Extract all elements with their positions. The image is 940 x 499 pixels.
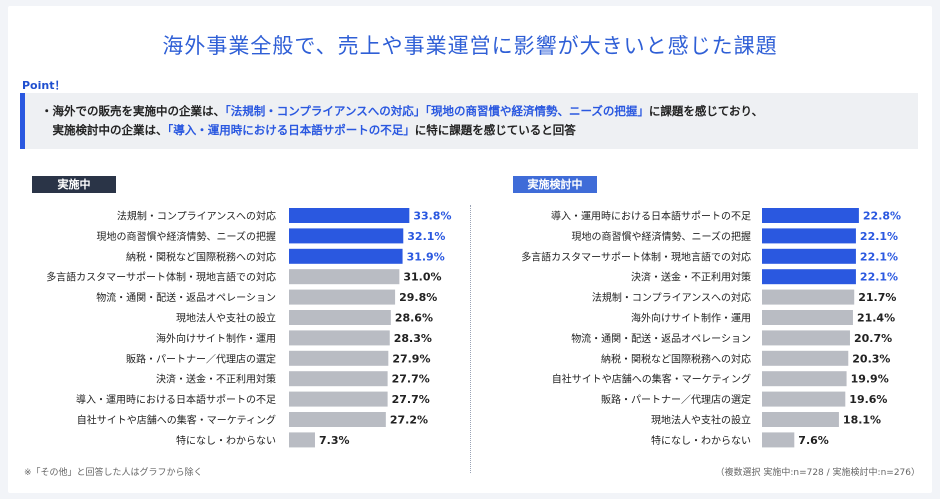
point-label: Point！ — [22, 79, 66, 92]
category-label: 海外向けサイト制作・運用 — [631, 312, 751, 325]
bar — [762, 289, 855, 305]
point-line-2-a: 実施検討中の企業は、 — [41, 123, 168, 137]
bar — [289, 350, 389, 366]
panel-divider — [470, 205, 471, 473]
category-label: 現地の商習慣や経済情勢、ニーズの把握 — [97, 230, 277, 243]
value-label: 22.1% — [860, 250, 898, 263]
value-label: 28.6% — [395, 312, 433, 325]
bar — [762, 432, 795, 448]
value-label: 27.2% — [390, 414, 428, 427]
chart-implementing-svg: 法規制・コンプライアンスへの対応 33.8% 現地の商習慣や経済情勢、ニーズの把握 3… — [46, 208, 451, 448]
bar — [289, 412, 386, 427]
category-label: 自社サイトや店舗への集客・マーケティング — [77, 414, 276, 427]
value-label: 22.1% — [860, 271, 898, 284]
category-label: 物流・通関・配送・返品オペレーション — [96, 291, 276, 304]
bar — [289, 289, 396, 305]
page-title: 海外事業全般で、売上や事業運営に影響が大きいと感じた課題 — [162, 34, 778, 58]
bar — [762, 371, 847, 387]
bar — [289, 432, 315, 448]
value-label: 31.9% — [407, 250, 445, 263]
bar — [289, 208, 410, 223]
value-label: 18.1% — [843, 414, 881, 427]
category-label: 多言語カスタマーサポート体制・現地言語での対応 — [521, 250, 751, 263]
bar — [762, 330, 850, 346]
category-label: 自社サイトや店舗への集客・マーケティング — [552, 373, 751, 386]
point-line-2: 実施検討中の企業は、「導入・運用時における日本語サポートの不足」に特に課題を感じ… — [41, 121, 918, 140]
category-label: 現地法人や支社の設立 — [176, 312, 276, 325]
value-label: 21.7% — [858, 291, 896, 304]
value-label: 28.3% — [394, 332, 432, 345]
value-label: 20.3% — [852, 352, 890, 365]
bar — [289, 330, 390, 346]
category-label: 海外向けサイト制作・運用 — [156, 332, 276, 345]
category-label: 特になし・わからない — [651, 435, 751, 447]
chart-implementing: 法規制・コンプライアンスへの対応 33.8% 現地の商習慣や経済情勢、ニーズの把握 3… — [20, 200, 460, 460]
category-label: 特になし・わからない — [176, 435, 276, 447]
value-label: 32.1% — [407, 230, 445, 243]
category-label: 販路・パートナー／代理店の選定 — [601, 393, 751, 406]
bar — [762, 350, 849, 366]
bar — [762, 208, 859, 223]
bar — [762, 269, 856, 285]
value-label: 31.0% — [403, 271, 441, 284]
bar — [289, 269, 400, 285]
category-label: 納税・関税など国際税務への対応 — [601, 352, 751, 365]
category-label: 多言語カスタマーサポート体制・現地言語での対応 — [46, 271, 276, 284]
category-label: 決済・送金・不正利用対策 — [156, 373, 276, 386]
bar — [762, 391, 846, 407]
value-label: 19.9% — [851, 373, 889, 386]
category-label: 導入・運用時における日本語サポートの不足 — [551, 210, 751, 223]
value-label: 7.3% — [319, 434, 350, 447]
panel-header-considering: 実施検討中 — [513, 176, 597, 193]
category-label: 決済・送金・不正利用対策 — [631, 271, 751, 284]
category-label: 法規制・コンプライアンスへの対応 — [592, 291, 751, 304]
bar — [762, 310, 853, 325]
bar — [762, 412, 839, 427]
category-label: 現地の商習慣や経済情勢、ニーズの把握 — [572, 230, 752, 243]
point-line-2-c: に特に課題を感じていると回答 — [414, 123, 576, 137]
value-label: 27.7% — [392, 373, 430, 386]
value-label: 29.8% — [399, 291, 437, 304]
value-label: 20.7% — [854, 332, 892, 345]
bar — [289, 310, 391, 325]
value-label: 33.8% — [413, 210, 451, 223]
value-label: 27.7% — [392, 393, 430, 406]
point-line-1-highlight: 「法規制・コンプライアンスへの対応」「現地の商習慣や経済情勢、ニーズの把握」 — [225, 104, 649, 118]
value-label: 21.4% — [857, 312, 895, 325]
category-label: 現地法人や支社の設立 — [651, 414, 751, 427]
point-line-1-c: に課題を感じており、 — [648, 104, 764, 118]
value-label: 22.8% — [863, 210, 901, 223]
point-summary-box: ・海外での販売を実施中の企業は、「法規制・コンプライアンスへの対応」「現地の商習… — [20, 93, 918, 149]
bar — [762, 248, 856, 264]
category-label: 法規制・コンプライアンスへの対応 — [117, 210, 276, 223]
value-label: 19.6% — [849, 393, 887, 406]
point-line-2-highlight: 「導入・運用時における日本語サポートの不足」 — [167, 123, 415, 137]
bar — [762, 228, 856, 244]
bar — [289, 391, 388, 407]
chart-considering-svg: 導入・運用時における日本語サポートの不足 22.8% 現地の商習慣や経済情勢、ニーズ… — [521, 208, 901, 448]
point-line-1-a: ・海外での販売を実施中の企業は、 — [41, 104, 225, 118]
value-label: 22.1% — [860, 230, 898, 243]
category-label: 納税・関税など国際税務への対応 — [126, 250, 276, 263]
category-label: 物流・通関・配送・返品オペレーション — [571, 332, 751, 345]
footnote-left: ※「その他」と回答した人はグラフから除く — [24, 468, 203, 478]
chart-considering: 導入・運用時における日本語サポートの不足 22.8% 現地の商習慣や経済情勢、ニーズ… — [500, 200, 940, 460]
bar — [289, 248, 403, 264]
bar — [289, 228, 404, 244]
bar — [289, 371, 388, 387]
value-label: 27.9% — [392, 352, 430, 365]
value-label: 7.6% — [798, 434, 829, 447]
footnote-right: （複数選択 実施中:n=728 / 実施検討中:n=276） — [715, 468, 920, 478]
category-label: 導入・運用時における日本語サポートの不足 — [76, 393, 276, 406]
panel-header-implementing: 実施中 — [32, 176, 116, 193]
category-label: 販路・パートナー／代理店の選定 — [126, 352, 276, 365]
point-line-1: ・海外での販売を実施中の企業は、「法規制・コンプライアンスへの対応」「現地の商習… — [41, 102, 918, 121]
